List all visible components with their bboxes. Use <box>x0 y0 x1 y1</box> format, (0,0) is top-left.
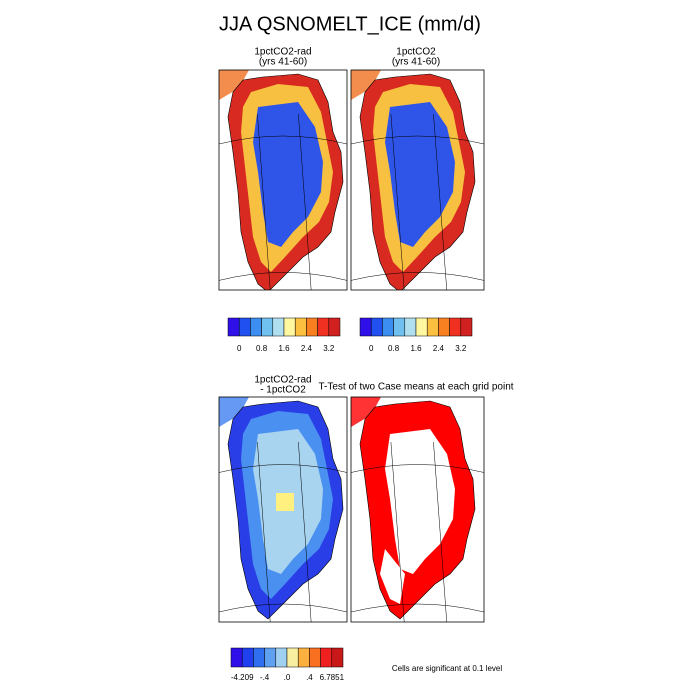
colorbar-box <box>306 317 318 337</box>
colorbar-label: 6.7851 <box>320 673 345 682</box>
parallel <box>219 135 347 145</box>
panel-title: (yrs 41-60) <box>392 57 440 68</box>
colorbar-label: .4 <box>306 673 313 682</box>
land-inner <box>385 102 455 247</box>
colorbar-box <box>253 647 265 668</box>
figure-title: JJA QSNOMELT_ICE (mm/d) <box>219 13 481 35</box>
colorbar-label: -4.209 <box>231 673 254 682</box>
parallel <box>351 464 484 473</box>
parallel <box>219 464 347 473</box>
colorbar-box <box>283 317 296 337</box>
colorbar-box <box>286 647 299 668</box>
colorbar-box <box>331 647 344 668</box>
island <box>351 397 381 427</box>
meridian <box>433 113 448 290</box>
panel-title: - 1pctCO2 <box>260 385 306 396</box>
yellow-cell <box>276 493 294 511</box>
colorbar-box <box>415 317 428 337</box>
colorbar-box <box>227 317 240 337</box>
colorbar-label: 0.8 <box>388 344 400 353</box>
panel-title: 1pctCO2-rad <box>254 47 311 58</box>
colorbar-box <box>404 317 417 337</box>
colorbar-label: 0 <box>369 344 374 353</box>
land-south <box>380 549 405 604</box>
map-panel <box>351 70 484 290</box>
panel-title: (yrs 41-60) <box>259 57 307 68</box>
colorbar-box <box>294 317 307 337</box>
colorbar-label: 2.4 <box>433 344 445 353</box>
meridian <box>390 441 405 622</box>
island <box>219 397 249 427</box>
colorbar-box <box>460 317 473 337</box>
colorbar-box <box>238 317 251 337</box>
colorbar-label: 1.6 <box>278 344 290 353</box>
panel-title: 1pctCO2 <box>396 47 436 58</box>
map-panel <box>219 70 347 290</box>
colorbar-label: 0 <box>237 344 242 353</box>
map-panel <box>219 397 347 622</box>
colorbar-box <box>272 317 285 337</box>
significance-note: Cells are significant at 0.1 level <box>392 664 503 673</box>
colorbar-box <box>449 317 462 337</box>
colorbar-box <box>393 317 406 337</box>
parallel <box>351 272 484 281</box>
colorbar-box <box>241 647 254 668</box>
colorbar-box <box>275 647 288 668</box>
colorbar-box <box>261 317 274 337</box>
colorbar-box <box>328 317 341 337</box>
colorbar-box <box>309 647 321 668</box>
meridian <box>433 441 448 622</box>
colorbar-box <box>359 317 372 337</box>
island <box>219 70 249 100</box>
colorbar-label: 1.6 <box>410 344 422 353</box>
meridian <box>257 113 271 290</box>
panel-title: 1pctCO2-rad <box>254 375 311 386</box>
parallel <box>219 603 347 613</box>
meridian <box>257 441 271 622</box>
colorbar-box <box>438 317 450 337</box>
parallel <box>351 135 484 145</box>
colorbar-box <box>317 317 330 337</box>
colorbar-label: -.4 <box>260 673 270 682</box>
colorbar-box <box>297 647 310 668</box>
colorbar-box <box>370 317 383 337</box>
island <box>351 70 381 100</box>
meridian <box>298 441 312 622</box>
meridian <box>390 113 405 290</box>
parallel <box>351 603 484 613</box>
colorbar-box <box>230 647 243 668</box>
map-panel <box>351 397 484 622</box>
meridian <box>298 113 312 290</box>
colorbar-label: 3.2 <box>455 344 467 353</box>
colorbar-label: .0 <box>284 673 291 682</box>
parallel <box>219 272 347 281</box>
colorbar-label: 2.4 <box>301 344 313 353</box>
colorbar-box <box>426 317 439 337</box>
colorbar-label: 0.8 <box>256 344 268 353</box>
colorbar-box <box>382 317 394 337</box>
colorbar-box <box>250 317 262 337</box>
colorbar-box <box>264 647 277 668</box>
colorbar-label: 3.2 <box>323 344 335 353</box>
panel-frame <box>218 396 348 623</box>
panel-title: T-Test of two Case means at each grid po… <box>318 382 513 393</box>
panel-frame <box>350 69 485 291</box>
panel-frame <box>350 396 485 623</box>
panel-frame <box>218 69 348 291</box>
colorbar-box <box>320 647 333 668</box>
